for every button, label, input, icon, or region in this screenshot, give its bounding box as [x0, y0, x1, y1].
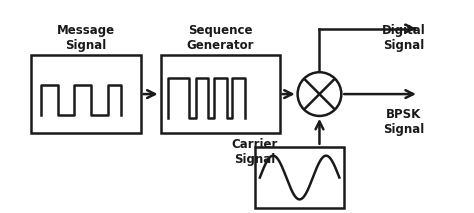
- FancyBboxPatch shape: [31, 55, 141, 133]
- Text: Carrier
Signal: Carrier Signal: [232, 138, 278, 166]
- FancyBboxPatch shape: [161, 55, 280, 133]
- Text: Message
Signal: Message Signal: [57, 24, 115, 52]
- Circle shape: [298, 72, 341, 116]
- Text: Digital
Signal: Digital Signal: [382, 24, 426, 52]
- Text: BPSK
Signal: BPSK Signal: [383, 108, 425, 136]
- FancyBboxPatch shape: [255, 147, 344, 208]
- Text: Sequence
Generator: Sequence Generator: [186, 24, 254, 52]
